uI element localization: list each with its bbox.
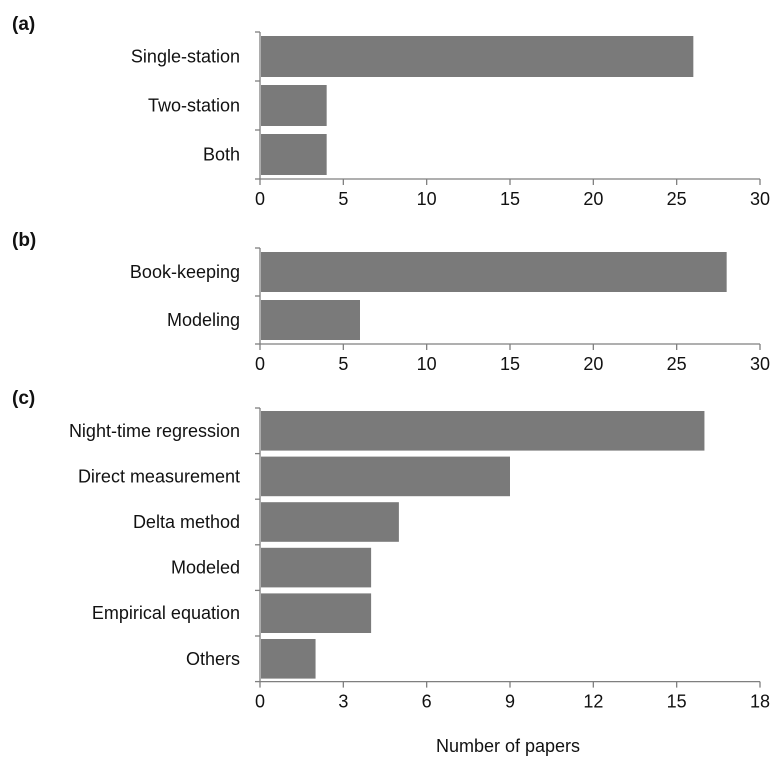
category-label: Night-time regression xyxy=(69,421,240,441)
category-label: Empirical equation xyxy=(92,603,240,623)
x-tick-label: 10 xyxy=(417,189,437,209)
panel-b: (b) Book-keeping Modeling 0 5 10 15 20 25 30 xyxy=(12,230,770,374)
category-label: Single-station xyxy=(131,47,240,67)
x-axis-title: Number of papers xyxy=(436,736,580,756)
x-tick-label: 5 xyxy=(338,354,348,374)
bar xyxy=(261,36,694,77)
x-tick-label: 30 xyxy=(750,354,770,374)
panel-label: (b) xyxy=(12,230,36,251)
panel-a: (a) Single-station Two-station Both 0 5 10 15 20… xyxy=(12,14,770,209)
bar xyxy=(261,456,510,497)
panel-label: (a) xyxy=(12,14,35,35)
x-tick-label: 5 xyxy=(338,189,348,209)
panel-label: (c) xyxy=(12,388,35,409)
x-tick-label: 3 xyxy=(338,692,348,712)
category-label: Others xyxy=(186,649,240,669)
bar xyxy=(261,502,399,542)
bar xyxy=(261,547,372,588)
bar xyxy=(261,639,316,679)
category-label: Two-station xyxy=(148,96,240,116)
bar xyxy=(261,593,372,633)
bar xyxy=(261,85,327,126)
x-tick-label: 20 xyxy=(583,354,603,374)
category-label: Modeled xyxy=(171,558,240,578)
bar xyxy=(261,411,705,451)
x-tick-label: 25 xyxy=(667,354,687,374)
x-tick-label: 25 xyxy=(667,189,687,209)
x-tick-label: 30 xyxy=(750,189,770,209)
x-tick-label: 6 xyxy=(422,692,432,712)
x-tick-label: 18 xyxy=(750,692,770,712)
category-label: Both xyxy=(203,145,240,165)
x-tick-label: 9 xyxy=(505,692,515,712)
x-tick-label: 15 xyxy=(667,692,687,712)
bar xyxy=(261,300,360,340)
x-tick-label: 12 xyxy=(583,692,603,712)
x-tick-label: 0 xyxy=(255,692,265,712)
x-tick-label: 10 xyxy=(417,354,437,374)
x-tick-label: 20 xyxy=(583,189,603,209)
category-label: Modeling xyxy=(167,310,240,330)
bar xyxy=(261,252,727,292)
bar xyxy=(261,134,327,175)
category-label: Direct measurement xyxy=(78,466,240,486)
panel-c: (c) Night-time regression Direct measureme… xyxy=(12,388,770,756)
x-tick-label: 0 xyxy=(255,354,265,374)
x-tick-label: 15 xyxy=(500,354,520,374)
x-tick-label: 0 xyxy=(255,189,265,209)
category-label: Delta method xyxy=(133,512,240,532)
x-tick-label: 15 xyxy=(500,189,520,209)
category-label: Book-keeping xyxy=(130,262,240,282)
